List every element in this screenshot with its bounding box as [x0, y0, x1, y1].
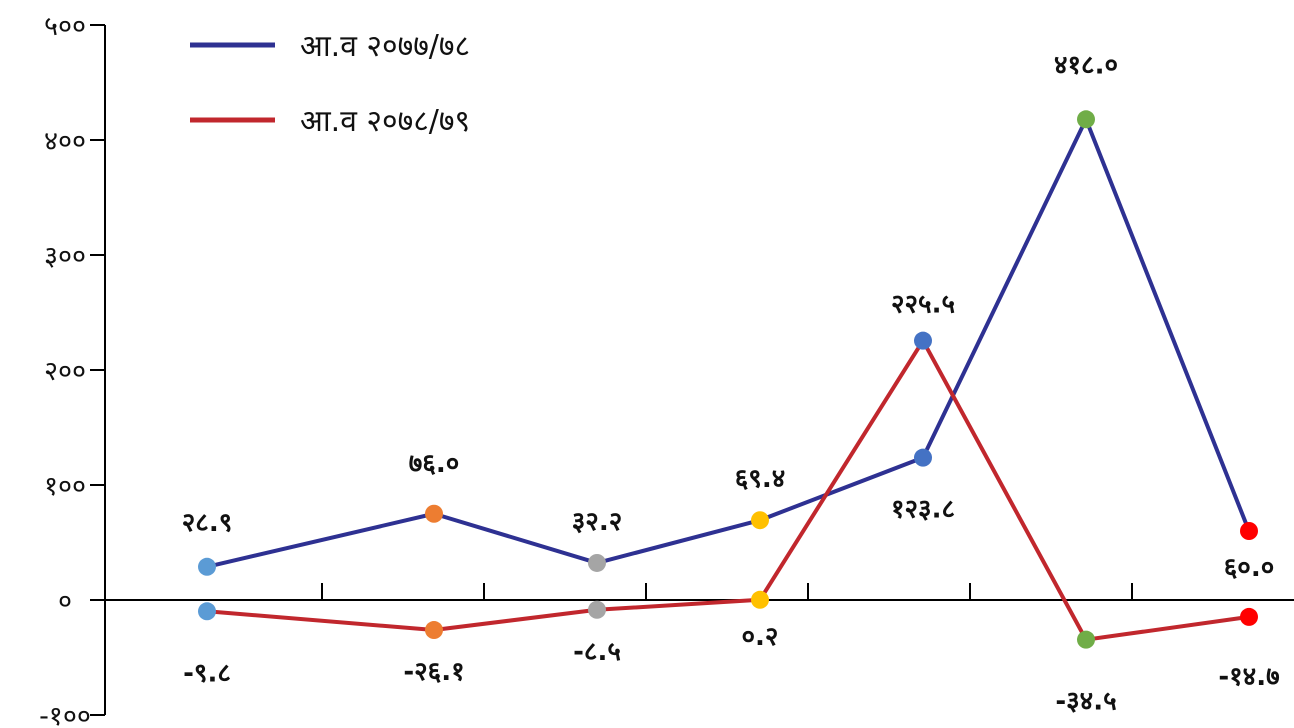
y-tick-label: ० [58, 586, 72, 617]
data-label: १२३.८ [891, 495, 955, 525]
y-tick-label: ३०० [44, 241, 86, 272]
data-label: २८.९ [182, 508, 232, 538]
data-label: -२६.१ [403, 657, 464, 687]
data-label: -३४.५ [1055, 687, 1116, 717]
y-tick-label: २०० [44, 356, 86, 387]
legend-label-series-2: आ.व २०७८/७९ [300, 104, 470, 139]
series-lines [206, 117, 1251, 642]
legend-label-series-1: आ.व २०७७/७८ [300, 29, 470, 64]
data-point [198, 602, 216, 621]
data-point [751, 590, 769, 609]
data-label: -९.८ [183, 658, 231, 688]
data-point [425, 621, 443, 640]
y-tick-label: -१०० [39, 701, 91, 728]
data-point [914, 331, 932, 350]
data-point [1240, 607, 1258, 626]
data-point [588, 553, 606, 572]
data-point [198, 557, 216, 576]
series-line-2 [206, 338, 1250, 642]
series-points [198, 110, 1258, 649]
data-point [1077, 110, 1095, 129]
series-line-1 [206, 117, 1251, 569]
y-tick-label: ४०० [44, 126, 86, 157]
data-point [588, 600, 606, 619]
data-point [425, 504, 443, 523]
data-point [914, 448, 932, 467]
data-label: ६९.४ [735, 464, 785, 494]
data-label: ६०.० [1224, 553, 1274, 583]
legend: आ.व २०७७/७८ आ.व २०७८/७९ [190, 29, 470, 139]
axes: -१०० ० १०० २०० ३०० ४०० ५०० [39, 11, 1294, 728]
data-label: २२५.५ [891, 290, 955, 320]
data-label: ३२.२ [572, 507, 622, 537]
data-point [751, 511, 769, 530]
data-label: -८.५ [573, 637, 621, 667]
data-labels: २८.९ ७६.० ३२.२ ६९.४ १२३.८ ४१८.० ६०.० -९.८ -२६.१ -… [182, 50, 1280, 716]
y-tick-label: ५०० [44, 11, 86, 42]
data-label: ०.२ [742, 622, 779, 652]
data-label: ४१८.० [1054, 50, 1118, 80]
y-tick-label: १०० [44, 471, 86, 502]
data-label: -१४.७ [1218, 662, 1279, 692]
data-label: ७६.० [409, 449, 459, 479]
data-point [1240, 522, 1258, 540]
data-point [1077, 630, 1095, 649]
